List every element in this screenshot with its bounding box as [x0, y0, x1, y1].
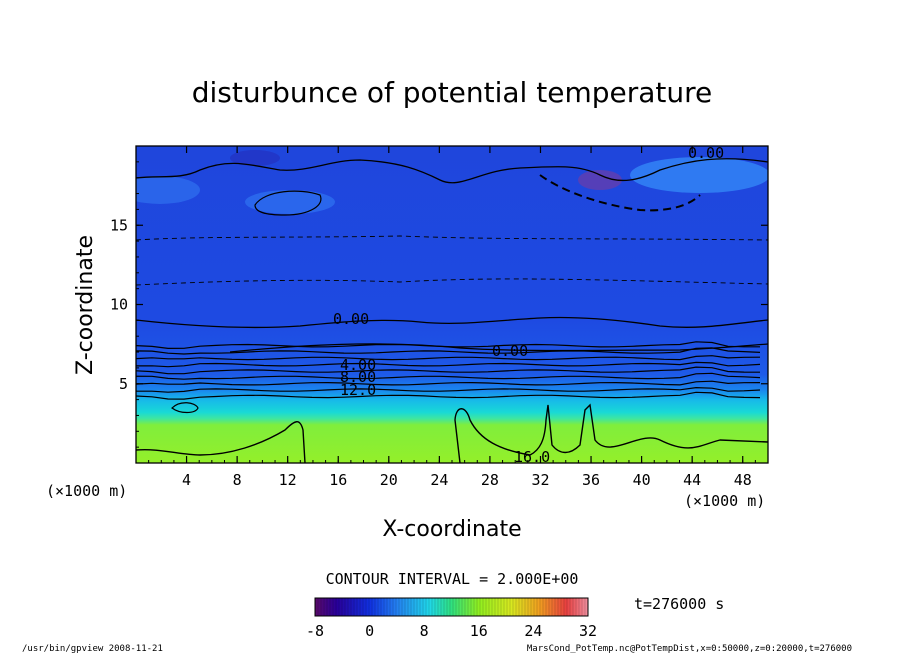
warm-patch-upper-right	[630, 157, 768, 193]
y-tick-label: 15	[110, 216, 128, 234]
cold-patch	[230, 150, 280, 166]
colorbar-stripes	[317, 598, 586, 616]
chart-title: disturbunce of potential temperature	[192, 76, 713, 109]
x-tick-label: 4	[182, 471, 191, 489]
contour-zero-low	[229, 343, 768, 353]
x-unit-right: (×1000 m)	[684, 492, 765, 510]
y-axis-label: Z-coordinate	[73, 235, 98, 375]
x-axis: 4 8 12 16 20 24 28 32 36 40 44 48	[135, 146, 769, 489]
x-tick-label: 24	[430, 471, 448, 489]
x-axis-label: X-coordinate	[382, 517, 521, 542]
contour-16	[136, 403, 768, 463]
contour-layer-line	[136, 386, 761, 393]
time-label: t=276000 s	[634, 595, 724, 613]
contour-negative-dashed	[539, 174, 701, 212]
contour-interval-label: CONTOUR INTERVAL = 2.000E+00	[326, 570, 579, 588]
y-tick-label: 10	[110, 296, 128, 314]
x-tick-label: 48	[734, 471, 752, 489]
contour-label: 0.00	[688, 144, 724, 162]
x-tick-label: 44	[683, 471, 701, 489]
contour-zero-mid	[136, 316, 768, 329]
contour-label: 16.0	[514, 448, 550, 466]
y-axis: 5 10 15	[110, 161, 768, 448]
x-tick-label: 28	[481, 471, 499, 489]
colorbar-tick-label: 8	[420, 622, 429, 640]
colorbar-tick-label: 32	[579, 622, 597, 640]
contour-label: 0.00	[333, 310, 369, 328]
footer-left: /usr/bin/gpview 2008-11-21	[22, 644, 163, 654]
contour-label: 12.0	[340, 381, 376, 399]
contour-zero-upper	[136, 158, 768, 184]
x-tick-label: 36	[582, 471, 600, 489]
x-unit-left: (×1000 m)	[46, 482, 127, 500]
contour-layer-line	[136, 372, 761, 380]
field-background	[136, 146, 768, 463]
colorbar-tick-label: 24	[524, 622, 542, 640]
x-tick-label: 20	[380, 471, 398, 489]
contour-negative-dashed-3	[136, 278, 768, 286]
contour-label: 0.00	[492, 342, 528, 360]
colorbar-tick-label: 16	[470, 622, 488, 640]
colorbar-ticks: -8 0 8 16 24 32	[306, 622, 597, 640]
contour-layer-line	[136, 366, 761, 375]
contour-layer-line	[136, 391, 761, 400]
x-tick-label: 12	[279, 471, 297, 489]
x-tick-label: 32	[531, 471, 549, 489]
contour-patch	[171, 402, 199, 414]
footer-right: MarsCond_PotTemp.nc@PotTempDist,x=0:5000…	[527, 644, 852, 654]
colorbar-tick-label: -8	[306, 622, 324, 640]
colorbar	[314, 597, 589, 617]
contour-negative-dashed-2	[136, 235, 768, 241]
colorbar-tick-label: 0	[365, 622, 374, 640]
plot-area	[136, 146, 768, 463]
contour-label: 8.00	[340, 368, 376, 386]
contour-blob-left	[254, 190, 322, 216]
contour-layer-line	[136, 355, 761, 361]
y-tick-label: 5	[119, 375, 128, 393]
x-tick-label: 8	[233, 471, 242, 489]
x-tick-label: 16	[329, 471, 347, 489]
contour-layer-line	[136, 380, 761, 386]
contour-layer-line	[136, 347, 761, 355]
warm-patch-top-left	[136, 176, 200, 204]
contour-layer-line	[136, 361, 761, 368]
cold-core	[578, 170, 622, 190]
contour-label: 4.00	[340, 356, 376, 374]
x-tick-label: 40	[633, 471, 651, 489]
